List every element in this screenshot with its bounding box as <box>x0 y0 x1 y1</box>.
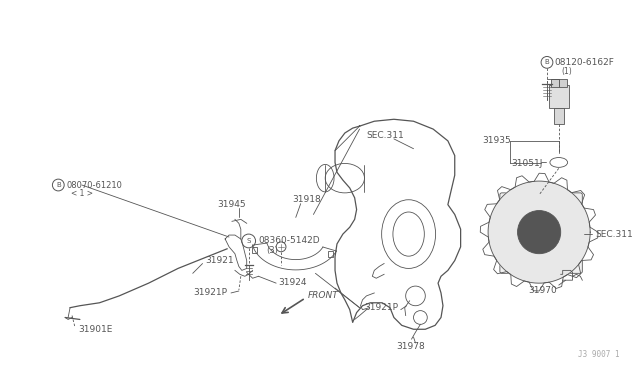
Text: 31945: 31945 <box>217 200 246 209</box>
Text: 31935: 31935 <box>482 137 511 145</box>
Text: 08120-6162F: 08120-6162F <box>555 58 614 67</box>
FancyBboxPatch shape <box>500 193 582 273</box>
Bar <box>328 251 333 257</box>
Circle shape <box>518 211 561 254</box>
Text: < 1 >: < 1 > <box>71 189 93 198</box>
Text: (1): (1) <box>562 67 572 76</box>
Text: 31051J: 31051J <box>511 159 543 168</box>
Text: J3 9007 1: J3 9007 1 <box>578 350 620 359</box>
Text: B: B <box>56 182 61 188</box>
Text: 31918: 31918 <box>292 195 321 204</box>
Text: SEC.311: SEC.311 <box>595 230 633 238</box>
Text: S: S <box>246 238 251 244</box>
Bar <box>549 85 568 109</box>
Text: 31970: 31970 <box>529 286 557 295</box>
Text: FRONT: FRONT <box>308 291 339 301</box>
Text: 31921: 31921 <box>205 256 234 265</box>
Text: 31978: 31978 <box>396 343 424 352</box>
Text: B: B <box>545 60 549 65</box>
Bar <box>551 79 559 87</box>
Text: 08360-5142D: 08360-5142D <box>259 237 320 246</box>
Bar <box>559 79 566 87</box>
Text: (3): (3) <box>266 246 278 255</box>
Text: 31901E: 31901E <box>78 325 112 334</box>
Bar <box>554 109 564 124</box>
Text: 31921P: 31921P <box>194 288 228 298</box>
Text: 08070-61210: 08070-61210 <box>66 180 122 189</box>
Text: 31921P: 31921P <box>364 303 399 312</box>
Polygon shape <box>488 181 590 283</box>
Bar <box>252 247 257 253</box>
Text: SEC.311: SEC.311 <box>367 131 404 141</box>
Text: 31924: 31924 <box>278 278 307 287</box>
